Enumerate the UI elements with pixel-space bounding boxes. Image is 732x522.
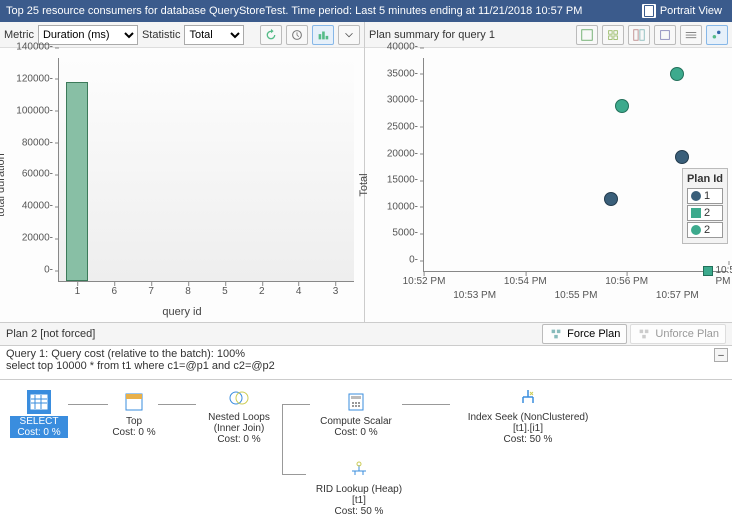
dropdown-icon[interactable] xyxy=(338,25,360,45)
title-bar: Top 25 resource consumers for database Q… xyxy=(0,0,732,22)
title-text: Top 25 resource consumers for database Q… xyxy=(6,5,582,17)
chart-type-icon-1[interactable] xyxy=(576,25,598,45)
chart-type-icon-4[interactable] xyxy=(654,25,676,45)
legend-item[interactable]: 2 xyxy=(687,222,723,238)
right-toolbar: Plan summary for query 1 xyxy=(365,22,732,48)
scatter-point[interactable] xyxy=(615,99,629,113)
legend-item[interactable]: 2 xyxy=(687,205,723,221)
portrait-icon xyxy=(642,4,656,18)
grid-icon[interactable] xyxy=(680,25,702,45)
legend: Plan Id 122 xyxy=(682,168,728,244)
bar-chart-ylabel: total duration xyxy=(0,153,7,217)
scatter-chart: Total 0-5000-10000-15000-20000-25000-300… xyxy=(365,48,732,322)
scatter-point[interactable] xyxy=(604,192,618,206)
statistic-select[interactable]: Total xyxy=(184,25,244,45)
sql-line2: select top 10000 * from t1 where c1=@p1 … xyxy=(6,360,726,372)
sql-text: Query 1: Query cost (relative to the bat… xyxy=(0,346,732,380)
plan-label: Plan 2 [not forced] xyxy=(6,328,95,340)
plan-node-compute-scalar[interactable]: Compute Scalar Cost: 0 % xyxy=(308,390,404,438)
metric-label: Metric xyxy=(4,29,34,41)
scatter-square[interactable] xyxy=(703,266,713,276)
plan-node-top[interactable]: Top Cost: 0 % xyxy=(106,390,162,438)
plan-node-nested-loops[interactable]: Nested Loops (Inner Join) Cost: 0 % xyxy=(194,386,284,445)
portrait-label: Portrait View xyxy=(660,5,722,17)
plan-info-bar: Plan 2 [not forced] Force Plan Unforce P… xyxy=(0,322,732,346)
legend-title: Plan Id xyxy=(687,173,723,185)
left-toolbar: Metric Duration (ms) Statistic Total xyxy=(0,22,364,48)
bar-view-icon[interactable] xyxy=(312,25,334,45)
scatter-ylabel: Total xyxy=(358,173,370,196)
right-panel: Plan summary for query 1 Total 0-5000-10… xyxy=(365,22,732,322)
scatter-point[interactable] xyxy=(675,150,689,164)
plan-node-rid-lookup[interactable]: RID Lookup (Heap) [t1] Cost: 50 % xyxy=(304,458,414,517)
plan-summary-title: Plan summary for query 1 xyxy=(369,29,495,41)
scatter-view-icon[interactable] xyxy=(706,25,728,45)
left-panel: Metric Duration (ms) Statistic Total tot… xyxy=(0,22,365,322)
history-icon[interactable] xyxy=(286,25,308,45)
plan-node-index-seek[interactable]: Index Seek (NonClustered) [t1].[i1] Cost… xyxy=(448,386,608,445)
portrait-view-button[interactable]: Portrait View xyxy=(638,2,726,20)
chart-type-icon-3[interactable] xyxy=(628,25,650,45)
plan-node-select[interactable]: SELECT Cost: 0 % xyxy=(10,390,68,438)
force-plan-button[interactable]: Force Plan xyxy=(542,324,627,344)
legend-item[interactable]: 1 xyxy=(687,188,723,204)
collapse-icon[interactable]: – xyxy=(714,348,728,362)
bar-item[interactable] xyxy=(66,82,88,281)
bar-chart: total duration 0-20000-40000-60000-80000… xyxy=(0,48,364,322)
statistic-label: Statistic xyxy=(142,29,181,41)
sql-line1: Query 1: Query cost (relative to the bat… xyxy=(6,348,726,360)
bar-chart-xlabel: query id xyxy=(0,302,364,322)
execution-plan-tree: SELECT Cost: 0 % Top Cost: 0 % Nested Lo… xyxy=(0,380,732,522)
refresh-icon[interactable] xyxy=(260,25,282,45)
scatter-point[interactable] xyxy=(670,67,684,81)
unforce-plan-button[interactable]: Unforce Plan xyxy=(630,324,726,344)
chart-type-icon-2[interactable] xyxy=(602,25,624,45)
